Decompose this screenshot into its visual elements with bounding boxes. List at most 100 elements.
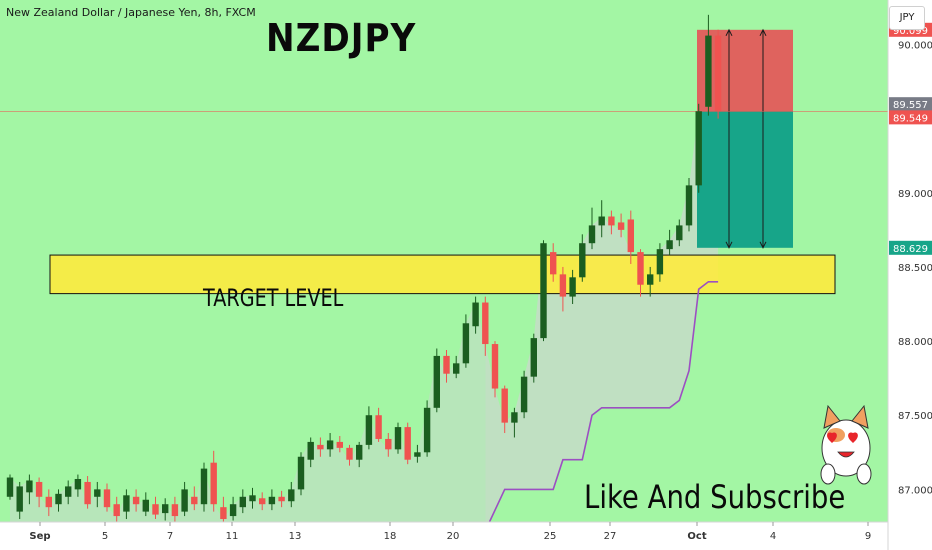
time-tick-label: Sep [29,531,50,542]
candle [443,355,450,374]
candle [336,441,343,448]
take-profit-box [697,111,793,248]
candle [598,216,605,226]
candle [84,481,91,505]
candle [714,35,722,112]
candle [433,355,440,408]
candle [385,438,392,450]
candle [501,388,508,423]
candle [210,462,217,505]
candle [423,407,431,453]
price-tick-label: 88.500 [898,263,932,274]
candle [103,489,111,508]
candle [579,243,586,278]
price-tick-label: 87.000 [898,485,932,496]
candle [94,489,101,497]
candle [356,444,363,460]
candle [511,412,518,423]
candle [113,504,120,517]
cat-mascot-icon [820,404,872,485]
time-tick-label: 5 [102,531,108,542]
candle [259,498,266,505]
candle [520,376,528,413]
like-subscribe-text: Like And Subscribe [584,478,846,516]
candle [229,504,237,517]
candle [132,496,140,505]
candle [317,444,324,450]
candle [676,225,683,241]
time-tick-label: 27 [604,531,617,542]
instrument-title: New Zealand Dollar / Japanese Yen, 8h, F… [6,6,256,19]
price-label-text: 88.629 [893,244,928,255]
candle [200,468,208,505]
symbol-title: NZDJPY [266,16,417,60]
price-label-tag [889,110,932,125]
price-label-tag [889,240,932,255]
price-tick-label: 90.000 [898,40,932,51]
candle [346,447,353,460]
candle [559,274,567,297]
candle [472,302,479,327]
candle [647,274,654,285]
target-level-label: TARGET LEVEL [203,284,344,312]
time-tick-label: 25 [544,531,557,542]
candle [74,478,82,490]
time-tick-label: 13 [289,531,302,542]
candle [414,452,421,457]
arrow-head-up-icon [759,28,767,37]
stop-loss-box [697,29,793,112]
candle [239,496,246,508]
candle [462,323,470,364]
target-zone [49,254,836,295]
candle [453,363,460,374]
time-tick-label: 7 [167,531,173,542]
price-label-text: 89.557 [893,100,928,111]
time-tick-label: 9 [865,531,871,542]
candle [365,415,373,445]
candle [220,507,227,520]
candle [666,240,673,250]
candle [608,216,615,226]
time-tick-label: 20 [447,531,460,542]
time-tick-label: 4 [770,531,776,542]
candle [142,499,149,512]
candle [394,427,402,450]
candle [278,496,285,502]
time-tick-label: 18 [384,531,397,542]
candle [45,496,52,508]
currency-button[interactable]: JPY [889,6,925,30]
candle [550,252,557,275]
candle [491,344,499,389]
candle [6,477,14,497]
candle [637,252,644,285]
candle [35,481,43,497]
candle [695,111,702,186]
candle [55,493,62,505]
candle [685,185,693,226]
time-axis[interactable] [0,522,888,550]
candle [404,427,411,460]
candle [627,219,634,253]
price-label-text: 90.099 [893,26,928,37]
candle [588,225,596,244]
price-axis[interactable] [888,0,932,550]
candle [152,504,159,515]
candle [307,441,314,460]
candle [181,489,188,512]
arrow-head-down-icon [725,241,733,249]
candle [123,495,130,512]
trailing-stop-line [484,280,719,532]
price-tick-label: 89.000 [898,189,932,200]
candle [268,496,276,505]
candle [171,504,179,517]
candle [249,495,256,502]
candle [191,496,198,505]
candle [65,486,72,497]
time-tick-label: Oct [687,531,706,542]
candle [375,415,382,439]
candle [617,222,625,230]
candle [530,338,537,377]
candle [705,35,712,107]
